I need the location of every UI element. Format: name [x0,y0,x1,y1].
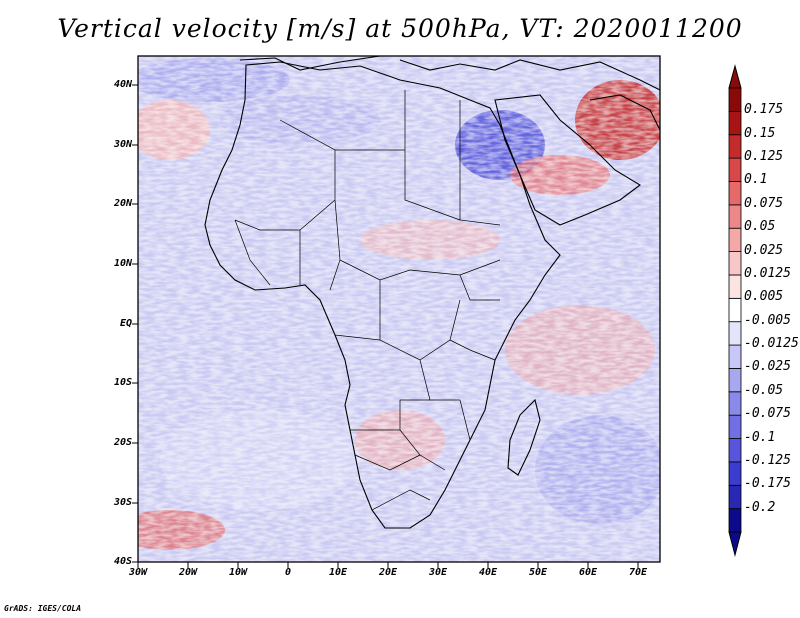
lat-label: 20S [113,437,132,448]
lon-label: 30E [428,567,448,578]
colorbar-swatch [728,227,742,252]
lon-label: 50E [528,567,548,578]
vertical-velocity-field [138,56,660,562]
colorbar-label: -0.05 [744,382,784,398]
colorbar-label: 0.175 [744,102,784,118]
map-frame [137,55,661,563]
colorbar-label: -0.075 [744,406,791,422]
colorbar-top-arrow [728,64,742,89]
colorbar-bottom-arrow [728,531,742,557]
coastlines [204,56,660,529]
axis-ticks [132,84,639,568]
colorbar-label: 0.125 [744,149,784,165]
colorbar-label: -0.2 [744,499,776,515]
colorbar-swatch [728,484,742,510]
africa-coastline [204,61,561,529]
colorbar-label: 0.025 [744,242,784,258]
colorbar-label: -0.025 [744,359,791,375]
arabia-coastline [494,94,641,226]
colorbar-label: 0.075 [744,195,784,211]
lon-label: 40E [478,567,498,578]
colorbar-label: 0.1 [744,172,768,188]
colorbar-label: 0.15 [744,125,776,141]
country-borders [234,90,501,511]
colorbar-label: -0.1 [744,429,776,445]
lon-label: 0 [284,567,292,578]
colorbar-label: 0.0125 [744,265,791,281]
lon-label: 70E [628,567,648,578]
colorbar-swatch [728,110,742,136]
europe-coastline [239,56,660,91]
colorbar-swatch [728,461,742,486]
colorbar-label: -0.175 [744,476,791,492]
field-texture [138,56,660,562]
colorbar-label: -0.0125 [744,336,799,352]
lat-label: 40S [113,556,132,567]
lon-label: 10E [328,567,348,578]
lat-label: 10N [113,258,132,269]
colorbar-swatch [728,274,742,299]
colorbar-label: -0.005 [744,312,791,328]
colorbar-label: 0.005 [744,289,784,305]
colorbar-swatch [728,181,742,206]
colorbar-swatch [728,368,742,393]
colorbar-label: -0.125 [744,452,791,468]
lat-label: 40N [113,79,132,90]
map-title: Vertical velocity [m/s] at 500hPa, VT: 2… [57,14,743,43]
colorbar-swatch [728,251,742,276]
lon-label: 60E [578,567,598,578]
colorbar-swatch [728,134,742,159]
colorbar-swatch [728,438,742,463]
colorbar-swatch [728,321,742,346]
colorbar-swatch [728,344,742,369]
grads-credit: GrADS: IGES/COLA [4,604,82,613]
colorbar-swatch [728,204,742,229]
lon-label: 30W [128,567,148,578]
lon-label: 10W [228,567,248,578]
lat-label: EQ [119,318,132,329]
border-north-africa [234,90,501,231]
madagascar-coastline [507,398,541,476]
colorbar-swatch [728,297,742,323]
colorbar-swatch [728,157,742,182]
iran-coastline [589,94,660,131]
lat-label: 20N [113,198,132,209]
colorbar-swatch [728,508,742,533]
colorbar-swatch [728,414,742,439]
colorbar-swatch [728,391,742,416]
lat-label: 30N [113,139,132,150]
lon-label: 20W [178,567,198,578]
colorbar-label: 0.05 [744,219,776,235]
colorbar-swatch [728,87,742,112]
border-east-africa [419,274,500,441]
lon-label: 20E [378,567,398,578]
lat-label: 30S [113,497,132,508]
lat-label: 10S [113,377,132,388]
border-southern-africa [350,399,446,511]
colorbar [728,64,742,557]
